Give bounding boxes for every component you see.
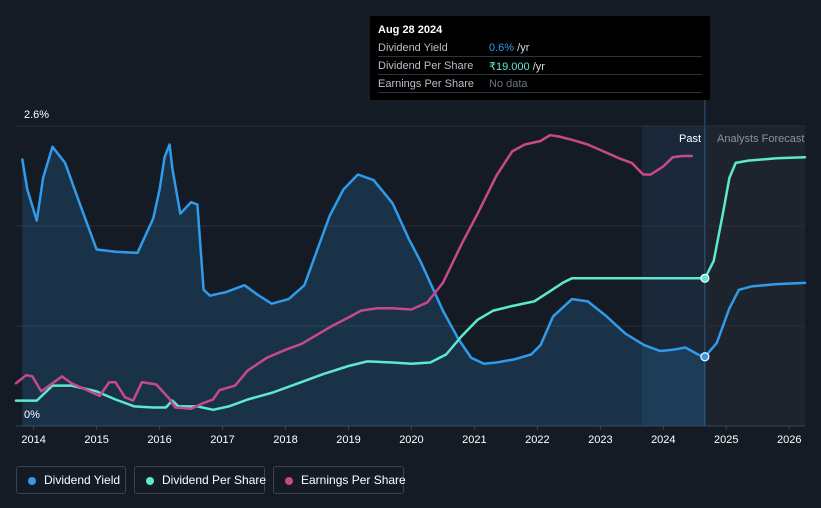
y-axis-bottom-label: 0% [24,409,40,421]
x-tick-label: 2021 [462,434,486,446]
legend-label: Dividend Yield [44,473,121,487]
legend-item-dividend-yield[interactable]: Dividend Yield [16,466,126,494]
legend-label: Dividend Per Share [162,473,267,487]
tooltip-unit: /yr [514,42,530,54]
x-axis: 2014 2015 2016 2017 2018 2019 2020 2021 2022 2023… [21,426,801,446]
x-tick-label: 2022 [525,434,549,446]
legend-dot-icon [285,477,293,485]
gridlines [16,125,805,427]
forecast-region-label: Analysts Forecast [717,133,804,145]
tooltip-divider [378,92,702,93]
eps-line [14,133,693,410]
past-region-label: Past [679,133,701,145]
legend-label: Earnings Per Share [301,473,406,487]
series-markers [700,273,710,362]
dps-marker [700,273,710,283]
legend-item-earnings-per-share[interactable]: Earnings Per Share [273,466,406,494]
tooltip-row-dividend-yield: Dividend Yield 0.6% /yr [370,39,702,57]
tooltip-label: Earnings Per Share [378,78,474,90]
x-tick-label: 2025 [714,434,738,446]
tooltip-unit: /yr [529,61,545,73]
x-tick-label: 2016 [147,434,171,446]
x-tick-label: 2017 [210,434,234,446]
x-tick-label: 2014 [21,434,45,446]
tooltip-date: Aug 28 2024 [378,24,443,36]
tooltip-value: No data [489,78,528,90]
tooltip-divider [378,74,702,75]
chart-bands [641,100,805,426]
legend-dot-icon [146,477,154,485]
forecast-region [704,126,805,426]
tooltip-label: Dividend Yield [378,42,448,54]
x-tick-label: 2023 [588,434,612,446]
tooltip-value: ₹19.000 [489,61,530,73]
series-fills [22,144,705,426]
yield-line [21,143,807,365]
tooltip-value-group: No data [489,78,528,90]
tooltip-value-group: ₹19.000 /yr [489,60,545,73]
x-tick-label: 2019 [336,434,360,446]
x-tick-label: 2015 [84,434,108,446]
tooltip-value: 0.6% [489,42,515,54]
legend-dot-icon [28,477,36,485]
x-tick-label: 2024 [651,434,675,446]
x-tick-label: 2018 [273,434,297,446]
x-tick-label: 2020 [399,434,423,446]
tooltip-value-group: 0.6% /yr [489,42,529,54]
tooltip-row-earnings-per-share: Earnings Per Share No data [370,75,702,93]
x-tick-label: 2026 [777,434,801,446]
tooltip-label: Dividend Per Share [378,60,474,72]
tooltip-divider [378,56,702,57]
yield-marker [700,352,710,362]
y-axis-top-label: 2.6% [24,109,49,121]
tooltip-row-dividend-per-share: Dividend Per Share ₹19.000 /yr [370,57,702,75]
tooltip: Aug 28 2024 Dividend Yield 0.6% /yr Divi… [370,16,710,100]
legend-item-dividend-per-share[interactable]: Dividend Per Share [134,466,267,494]
dividend-yield-area [22,144,705,426]
past-highlight-band [641,126,705,426]
